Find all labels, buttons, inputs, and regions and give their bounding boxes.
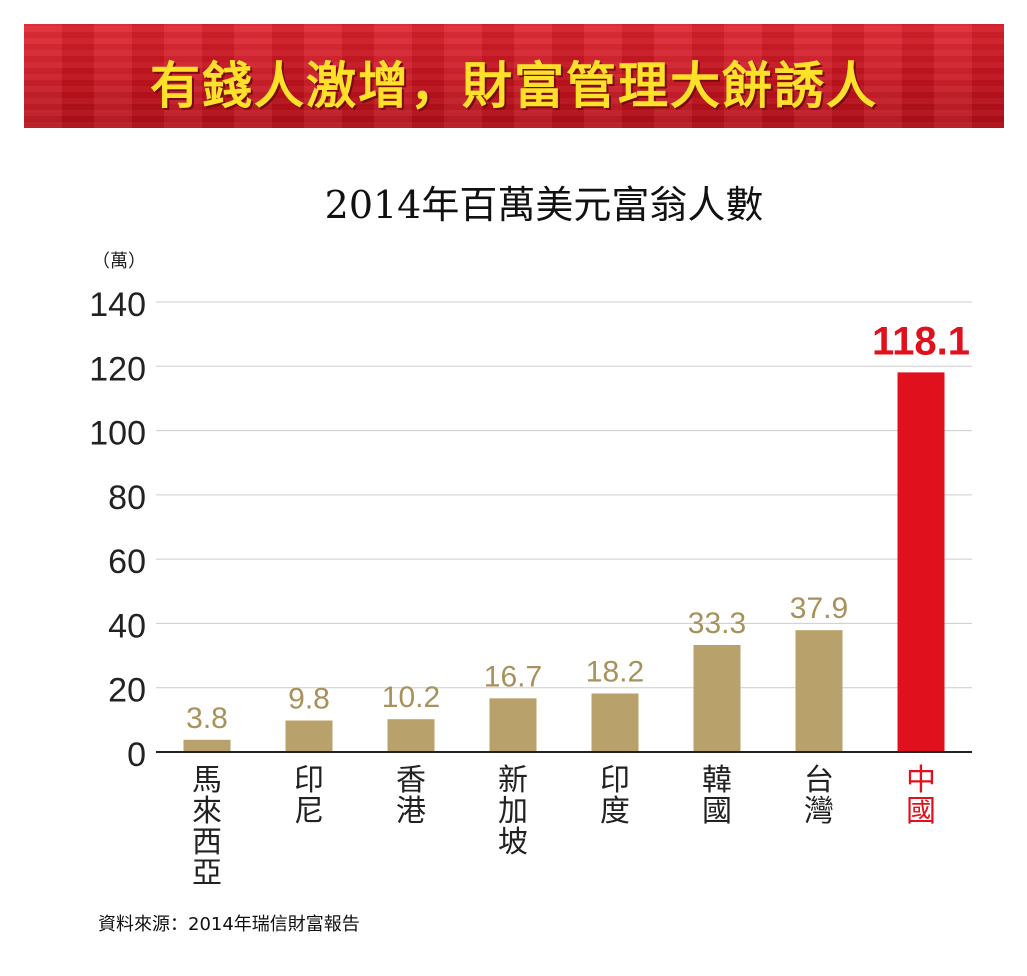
bar xyxy=(285,720,333,752)
bar xyxy=(183,739,231,752)
y-tick-label: 20 xyxy=(108,672,146,710)
x-tick-label: 韓國 xyxy=(702,763,732,829)
banner-texture xyxy=(24,24,1004,128)
value-label: 37.9 xyxy=(790,592,848,625)
bars xyxy=(183,372,945,752)
x-tick-label: 印尼 xyxy=(294,763,324,829)
bar-chart: 0 20 40 60 80 100 120 140 3.8 9.8 10.2 16.7 18.2 33.… xyxy=(89,286,972,891)
value-label: 9.8 xyxy=(288,683,330,716)
banner-title: 有錢人激增，財富管理大餅誘人 xyxy=(150,56,878,115)
chart-title: 2014年百萬美元富翁人數 xyxy=(324,183,764,227)
x-tick-label: 香港 xyxy=(396,763,426,829)
value-label: 18.2 xyxy=(586,656,644,689)
y-tick-label: 40 xyxy=(108,607,146,645)
bar xyxy=(387,719,435,752)
source-note: 資料來源：2014年瑞信財富報告 xyxy=(98,914,360,935)
bar xyxy=(591,693,639,752)
x-tick-label: 馬來西亞 xyxy=(192,763,222,891)
y-tick-label: 140 xyxy=(89,286,146,324)
bar xyxy=(795,630,843,752)
grid-lines xyxy=(156,301,972,689)
x-tick-label: 中國 xyxy=(906,763,936,829)
value-labels: 3.8 9.8 10.2 16.7 18.2 33.3 37.9 118.1 xyxy=(186,319,970,734)
x-tick-label: 新加坡 xyxy=(498,763,528,860)
unit-label: （萬） xyxy=(92,251,146,272)
y-tick-label: 120 xyxy=(89,350,146,388)
y-tick-label: 100 xyxy=(89,415,146,453)
value-label: 3.8 xyxy=(186,702,228,735)
y-tick-label: 0 xyxy=(127,736,146,774)
bar xyxy=(489,698,537,752)
y-axis-ticks: 0 20 40 60 80 100 120 140 xyxy=(89,286,146,774)
x-tick-label: 印度 xyxy=(600,763,630,829)
bar xyxy=(897,372,945,752)
value-label: 16.7 xyxy=(484,660,542,693)
x-tick-label: 台灣 xyxy=(804,763,834,829)
y-tick-label: 80 xyxy=(108,479,146,517)
bar xyxy=(693,644,741,752)
value-label: 118.1 xyxy=(872,319,970,363)
y-tick-label: 60 xyxy=(108,543,146,581)
x-axis-labels: 馬來西亞 印尼 香港 新加坡 印度 韓國 台灣 中國 xyxy=(192,763,936,891)
title-banner: 有錢人激增，財富管理大餅誘人 xyxy=(24,24,1004,128)
value-label: 10.2 xyxy=(382,681,440,714)
value-label: 33.3 xyxy=(688,607,746,640)
